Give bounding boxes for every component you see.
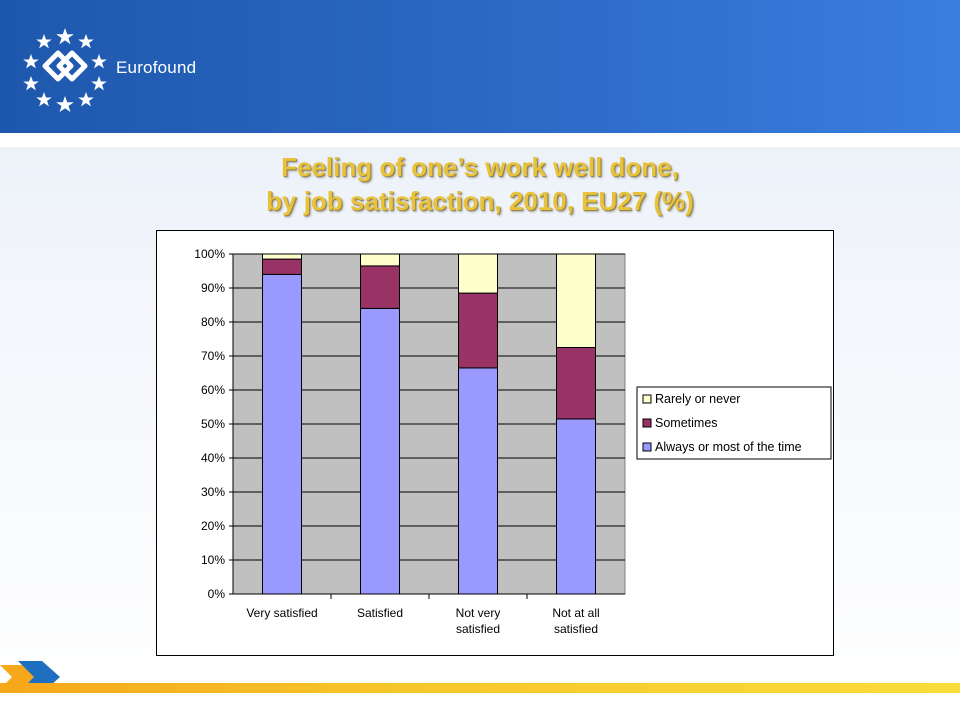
header-band: Eurofound: [0, 0, 960, 133]
legend-label: Always or most of the time: [655, 440, 802, 454]
bar-segment: [360, 253, 400, 267]
stacked-bar-chart: 0% 10% 20% 30% 40% 50% 60% 70% 80% 90% 100% Very sa…: [194, 247, 832, 636]
bar-segment: [360, 307, 400, 595]
bar-segment: [458, 367, 498, 595]
slide-title-line-2: by job satisfaction, 2010, EU27 (%): [266, 186, 694, 216]
legend-label: Rarely or never: [655, 392, 740, 406]
x-tick-label: satisfied: [554, 622, 598, 636]
y-tick-label: 10%: [201, 553, 225, 567]
bar-segment: [556, 253, 596, 348]
bar-segment: [360, 265, 400, 309]
footer-bar: [0, 683, 960, 693]
bar-segment: [458, 253, 498, 294]
eurofound-logo-icon: [23, 28, 107, 112]
y-tick-label: 0%: [208, 587, 226, 601]
legend-label: Sometimes: [655, 416, 718, 430]
bar-segment: [262, 258, 302, 275]
y-tick-label: 100%: [194, 247, 225, 261]
y-tick-label: 50%: [201, 417, 225, 431]
bar-segment: [458, 292, 498, 369]
bar-segment: [556, 347, 596, 420]
header-divider: [0, 133, 960, 147]
brand-name: Eurofound: [116, 58, 197, 77]
y-tick-label: 30%: [201, 485, 225, 499]
legend-box: [636, 386, 832, 460]
x-tick-label: satisfied: [456, 622, 500, 636]
y-tick-label: 20%: [201, 519, 225, 533]
legend-swatch: [642, 418, 652, 428]
y-tick-label: 80%: [201, 315, 225, 329]
x-tick-label: Very satisfied: [246, 606, 317, 620]
y-tick-label: 60%: [201, 383, 225, 397]
bar-segment: [262, 273, 302, 595]
bar-segment: [262, 253, 302, 260]
slide-title: Feeling of one’s work well done, by job …: [0, 150, 960, 218]
legend-swatch: [642, 442, 652, 452]
slide-title-line-1: Feeling of one’s work well done,: [281, 152, 679, 182]
x-tick-label: Not at all: [552, 606, 599, 620]
y-tick-label: 40%: [201, 451, 225, 465]
y-tick-label: 70%: [201, 349, 225, 363]
x-tick-label: Satisfied: [357, 606, 403, 620]
legend-swatch: [642, 394, 652, 404]
x-tick-label: Not very: [456, 606, 501, 620]
bar-segment: [556, 418, 596, 595]
chart-frame: 0% 10% 20% 30% 40% 50% 60% 70% 80% 90% 100% Very sa…: [156, 230, 834, 656]
y-tick-label: 90%: [201, 281, 225, 295]
